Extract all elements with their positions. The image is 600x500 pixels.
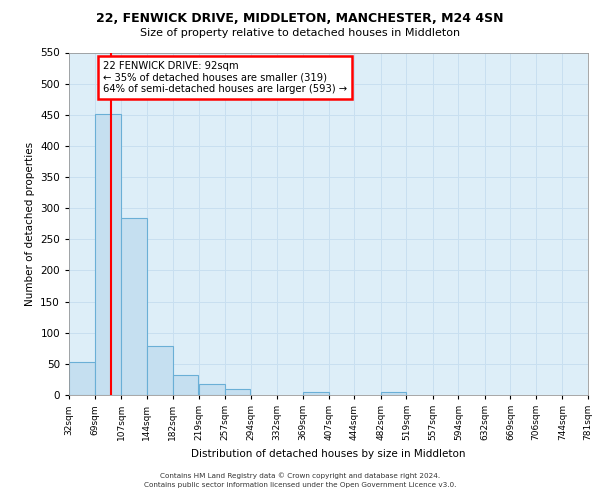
Bar	[381, 392, 406, 395]
Bar	[69, 362, 95, 395]
Bar	[199, 384, 225, 395]
Text: Contains HM Land Registry data © Crown copyright and database right 2024.
Contai: Contains HM Land Registry data © Crown c…	[144, 472, 456, 488]
Bar	[147, 346, 173, 395]
Text: Size of property relative to detached houses in Middleton: Size of property relative to detached ho…	[140, 28, 460, 38]
Bar	[225, 390, 250, 395]
Bar	[95, 114, 121, 395]
Bar	[173, 375, 199, 395]
Y-axis label: Number of detached properties: Number of detached properties	[25, 142, 35, 306]
Text: 22 FENWICK DRIVE: 92sqm
← 35% of detached houses are smaller (319)
64% of semi-d: 22 FENWICK DRIVE: 92sqm ← 35% of detache…	[103, 61, 347, 94]
Text: 22, FENWICK DRIVE, MIDDLETON, MANCHESTER, M24 4SN: 22, FENWICK DRIVE, MIDDLETON, MANCHESTER…	[96, 12, 504, 26]
Bar	[121, 218, 146, 395]
Bar	[302, 392, 329, 395]
X-axis label: Distribution of detached houses by size in Middleton: Distribution of detached houses by size …	[191, 448, 466, 458]
